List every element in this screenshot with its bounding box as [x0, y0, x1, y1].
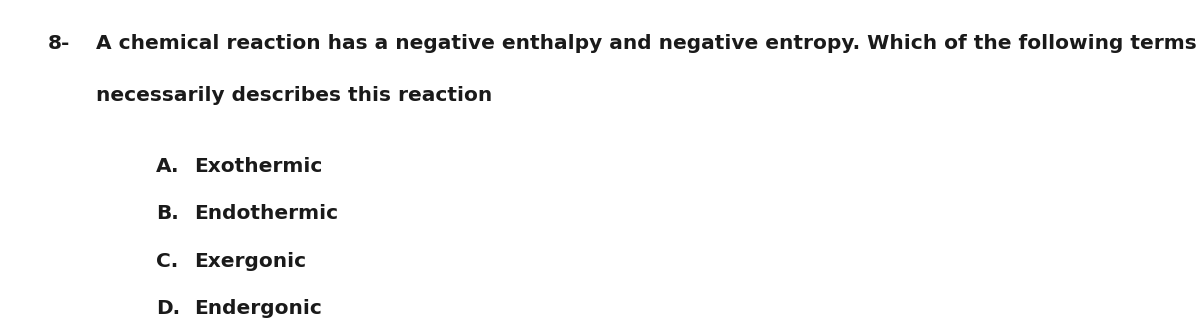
- Text: A.: A.: [156, 157, 180, 176]
- Text: C.: C.: [156, 252, 179, 270]
- Text: 8-: 8-: [48, 34, 71, 52]
- Text: Exothermic: Exothermic: [194, 157, 323, 176]
- Text: Endergonic: Endergonic: [194, 299, 323, 318]
- Text: D.: D.: [156, 299, 180, 318]
- Text: necessarily describes this reaction: necessarily describes this reaction: [96, 86, 492, 105]
- Text: B.: B.: [156, 204, 179, 223]
- Text: Endothermic: Endothermic: [194, 204, 338, 223]
- Text: A chemical reaction has a negative enthalpy and negative entropy. Which of the f: A chemical reaction has a negative entha…: [96, 34, 1196, 52]
- Text: Exergonic: Exergonic: [194, 252, 306, 270]
